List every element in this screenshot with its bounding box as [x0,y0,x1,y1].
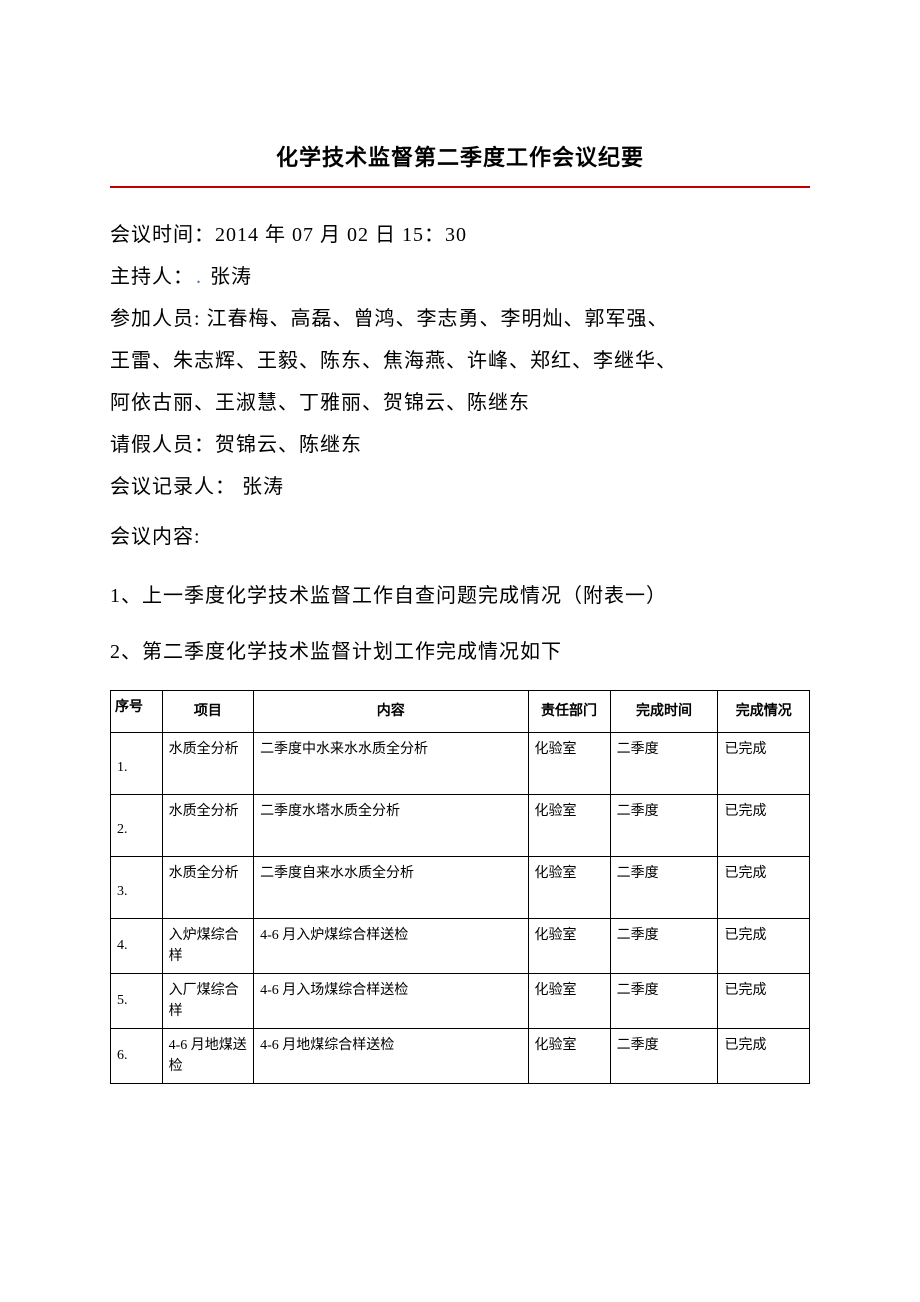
table-row: 5.入厂煤综合样4-6 月入场煤综合样送检化验室二季度已完成 [111,974,810,1029]
cell-content: 4-6 月入炉煤综合样送检 [254,919,528,974]
cell-content: 二季度中水来水水质全分析 [254,733,528,795]
cell-content: 二季度水塔水质全分析 [254,795,528,857]
cell-dept: 化验室 [528,795,610,857]
cell-seq: 4. [111,919,163,974]
cell-status: 已完成 [718,919,810,974]
table-header-row: 序号 项目 内容 责任部门 完成时间 完成情况 [111,691,810,733]
meeting-host-line: 主持人：. 张涛 [110,256,810,298]
table-row: 4.入炉煤综合样4-6 月入炉煤综合样送检化验室二季度已完成 [111,919,810,974]
table-row: 6.4-6 月地煤送检4-6 月地煤综合样送检化验室二季度已完成 [111,1029,810,1084]
cell-project: 水质全分析 [162,795,253,857]
document-title: 化学技术监督第二季度工作会议纪要 [110,140,810,172]
meeting-host-label: 主持人： [110,266,194,288]
cell-seq: 3. [111,857,163,919]
cell-content: 4-6 月地煤综合样送检 [254,1029,528,1084]
cell-time: 二季度 [610,795,718,857]
title-divider [110,186,810,188]
cell-status: 已完成 [718,1029,810,1084]
th-dept: 责任部门 [528,691,610,733]
cell-dept: 化验室 [528,857,610,919]
attendees-line-1: 参加人员: 江春梅、高磊、曾鸿、李志勇、李明灿、郭军强、 [110,298,810,340]
attendees-line-2: 王雷、朱志辉、王毅、陈东、焦海燕、许峰、郑红、李继华、 [110,340,810,382]
cell-content: 4-6 月入场煤综合样送检 [254,974,528,1029]
cell-dept: 化验室 [528,974,610,1029]
th-content: 内容 [254,691,528,733]
cell-seq: 5. [111,974,163,1029]
meeting-time-value: 2014 年 07 月 02 日 15：30 [215,224,467,246]
cell-project: 4-6 月地煤送检 [162,1029,253,1084]
recorder-value: 张涛 [242,476,284,498]
cell-project: 入炉煤综合样 [162,919,253,974]
content-item-1: 1、上一季度化学技术监督工作自查问题完成情况（附表一） [110,578,810,614]
cell-dept: 化验室 [528,1029,610,1084]
th-seq: 序号 [111,691,163,733]
cell-dept: 化验室 [528,733,610,795]
cell-seq: 2. [111,795,163,857]
cell-time: 二季度 [610,974,718,1029]
th-time: 完成时间 [610,691,718,733]
meeting-host-value: 张涛 [210,266,252,288]
cell-project: 入厂煤综合样 [162,974,253,1029]
cell-status: 已完成 [718,974,810,1029]
cell-time: 二季度 [610,733,718,795]
table-row: 1.水质全分析二季度中水来水水质全分析化验室二季度已完成 [111,733,810,795]
attendees-value-1: 江春梅、高磊、曾鸿、李志勇、李明灿、郭军强、 [201,308,669,330]
recorder-line: 会议记录人： 张涛 [110,466,810,508]
th-project: 项目 [162,691,253,733]
cell-status: 已完成 [718,733,810,795]
cell-project: 水质全分析 [162,733,253,795]
absent-line: 请假人员：贺锦云、陈继东 [110,424,810,466]
attendees-line-3: 阿依古丽、王淑慧、丁雅丽、贺锦云、陈继东 [110,382,810,424]
cell-project: 水质全分析 [162,857,253,919]
cell-time: 二季度 [610,857,718,919]
content-label: 会议内容: [110,516,810,558]
cell-status: 已完成 [718,857,810,919]
table-row: 2.水质全分析二季度水塔水质全分析化验室二季度已完成 [111,795,810,857]
th-status: 完成情况 [718,691,810,733]
content-item-2: 2、第二季度化学技术监督计划工作完成情况如下 [110,634,810,670]
recorder-label: 会议记录人： [110,476,236,498]
absent-value: 贺锦云、陈继东 [215,434,362,456]
table-row: 3.水质全分析二季度自来水水质全分析化验室二季度已完成 [111,857,810,919]
cell-dept: 化验室 [528,919,610,974]
completion-table: 序号 项目 内容 责任部门 完成时间 完成情况 1.水质全分析二季度中水来水水质… [110,690,810,1084]
cell-status: 已完成 [718,795,810,857]
cell-time: 二季度 [610,1029,718,1084]
absent-label: 请假人员： [110,434,215,456]
meeting-time-line: 会议时间：2014 年 07 月 02 日 15：30 [110,214,810,256]
attendees-label: 参加人员: [110,308,201,330]
dot-icon: . [196,266,202,288]
cell-content: 二季度自来水水质全分析 [254,857,528,919]
meeting-time-label: 会议时间： [110,224,215,246]
cell-seq: 6. [111,1029,163,1084]
cell-seq: 1. [111,733,163,795]
cell-time: 二季度 [610,919,718,974]
